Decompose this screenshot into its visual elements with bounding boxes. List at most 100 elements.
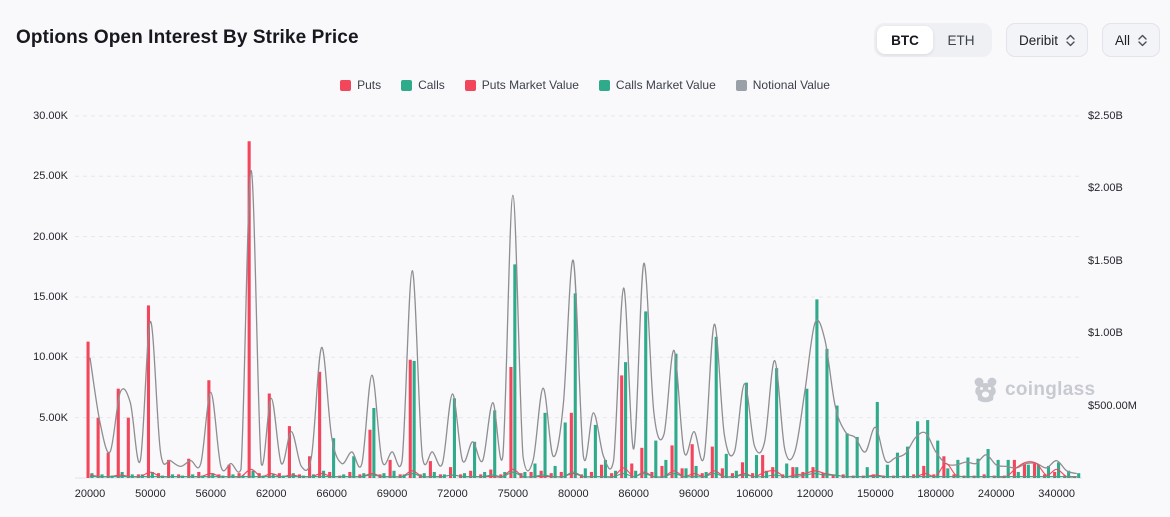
- puts-bar: [549, 473, 553, 478]
- legend-item-puts[interactable]: Puts: [340, 78, 381, 92]
- puts-bar: [509, 366, 513, 478]
- calls-bar: [412, 360, 416, 478]
- legend-label: Puts Market Value: [481, 78, 579, 92]
- puts-bar: [529, 471, 533, 478]
- calls-bar: [795, 467, 799, 478]
- calls-bar: [583, 468, 587, 478]
- x-axis-tick: 106000: [736, 488, 773, 500]
- calls-bar: [563, 422, 567, 478]
- puts-bar: [469, 470, 473, 478]
- calls-bar: [734, 470, 738, 478]
- puts-bar: [569, 412, 573, 478]
- puts-bar: [710, 446, 714, 478]
- calls-bar: [543, 412, 547, 478]
- puts-bar: [126, 417, 130, 478]
- puts-bar: [318, 371, 322, 478]
- puts-bar: [207, 380, 211, 478]
- puts-bar: [328, 471, 332, 478]
- calls-bar: [432, 471, 436, 478]
- exchange-select-value: Deribit: [1018, 32, 1058, 48]
- calls-bar: [825, 348, 829, 478]
- calls-bar: [493, 410, 497, 478]
- asset-toggle: BTC ETH: [873, 23, 992, 57]
- puts-bar: [821, 473, 825, 478]
- puts-bar: [600, 464, 604, 478]
- calls-bar: [986, 449, 990, 478]
- eth-tab[interactable]: ETH: [933, 26, 989, 54]
- calls-bar: [875, 401, 879, 478]
- chevron-up-down-icon: [1138, 34, 1147, 47]
- legend-item-notional-value[interactable]: Notional Value: [735, 78, 830, 92]
- puts-bar: [922, 465, 926, 478]
- legend-swatch: [340, 79, 352, 91]
- puts-bar: [942, 456, 946, 478]
- btc-tab[interactable]: BTC: [876, 26, 933, 54]
- x-axis-tick: 62000: [255, 488, 287, 500]
- puts-bar: [761, 455, 765, 478]
- x-axis-tick: 66000: [316, 488, 347, 500]
- calls-bar: [775, 368, 779, 478]
- puts-bar: [680, 468, 684, 478]
- puts-bar: [771, 467, 775, 478]
- puts-bar: [116, 388, 120, 478]
- puts-bar: [660, 465, 664, 478]
- legend-item-puts-market-value[interactable]: Puts Market Value: [464, 78, 579, 92]
- calls-bar: [724, 453, 728, 478]
- calls-bar: [452, 398, 456, 478]
- calls-bar: [1016, 471, 1020, 478]
- calls-bar: [754, 455, 759, 478]
- y-axis-right-tick: $1.00B: [1088, 327, 1123, 339]
- puts-bar: [559, 471, 563, 478]
- calls-bar: [372, 407, 376, 478]
- calls-bar: [785, 463, 789, 478]
- chevron-up-down-icon: [1066, 34, 1075, 47]
- calls-bar: [593, 424, 597, 478]
- calls-bar: [916, 421, 920, 478]
- y-axis-left-tick: 10.00K: [33, 351, 68, 364]
- scope-select[interactable]: All: [1101, 23, 1160, 57]
- exchange-select[interactable]: Deribit: [1005, 23, 1088, 57]
- calls-bar: [815, 299, 819, 478]
- y-axis-left-tick: 5.00K: [39, 411, 68, 424]
- header: Options Open Interest By Strike Price BT…: [0, 0, 1170, 64]
- calls-bar: [422, 473, 426, 478]
- x-axis-tick: 86000: [618, 488, 649, 500]
- y-axis-left-tick: 20.00K: [33, 230, 68, 243]
- puts-bar: [348, 471, 352, 478]
- calls-bar: [936, 440, 940, 478]
- calls-bar: [251, 470, 255, 478]
- calls-bar: [1077, 473, 1081, 478]
- calls-bar: [905, 446, 910, 478]
- calls-bar: [855, 436, 859, 478]
- calls-bar: [765, 470, 769, 478]
- legend-label: Notional Value: [752, 78, 830, 92]
- legend-item-calls-market-value[interactable]: Calls Market Value: [598, 78, 716, 92]
- header-controls: BTC ETH Deribit All: [873, 23, 1160, 57]
- puts-bar: [287, 426, 291, 478]
- puts-bar: [187, 458, 191, 478]
- x-axis-tick: 96000: [678, 488, 710, 500]
- calls-bar: [714, 336, 718, 478]
- puts-bar: [791, 467, 795, 478]
- legend-label: Puts: [357, 78, 382, 92]
- puts-bar: [388, 459, 392, 478]
- calls-bar: [332, 438, 336, 478]
- calls-bar: [483, 471, 487, 478]
- x-axis-tick: 72000: [437, 488, 468, 500]
- scope-select-value: All: [1114, 32, 1130, 48]
- legend-item-calls[interactable]: Calls: [401, 78, 445, 92]
- calls-bar: [926, 420, 930, 478]
- puts-bar: [308, 456, 312, 478]
- y-axis-right-tick: $1.50B: [1088, 254, 1123, 267]
- puts-bar: [630, 463, 634, 478]
- calls-bar: [513, 264, 517, 478]
- x-axis-tick: 120000: [796, 488, 834, 500]
- puts-bar: [700, 473, 704, 478]
- calls-bar: [1006, 459, 1010, 478]
- puts-bar: [811, 467, 815, 478]
- puts-bar: [690, 444, 694, 478]
- calls-bar: [966, 457, 970, 478]
- calls-bar: [845, 433, 849, 478]
- calls-bar: [976, 458, 980, 478]
- calls-bar: [895, 452, 900, 478]
